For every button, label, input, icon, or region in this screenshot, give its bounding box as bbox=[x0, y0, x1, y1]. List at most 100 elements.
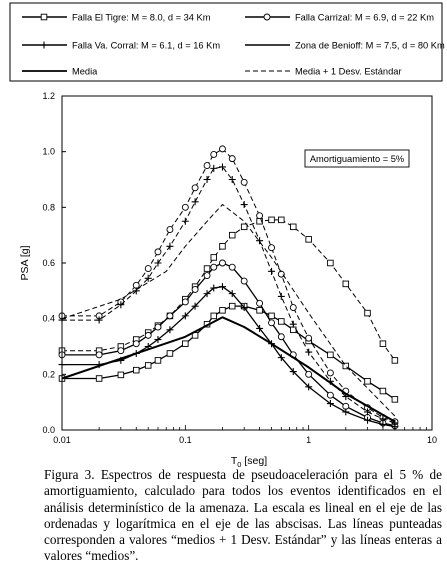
data-point bbox=[154, 357, 162, 364]
data-point bbox=[305, 348, 313, 356]
legend-entry-tigre: Falla El Tigre: M = 8.0, d = 34 Km bbox=[22, 12, 211, 22]
data-point bbox=[218, 283, 226, 291]
series-carrizal-media bbox=[58, 259, 399, 430]
data-point bbox=[277, 270, 285, 278]
data-point bbox=[132, 287, 140, 295]
data-point bbox=[191, 198, 199, 206]
data-point bbox=[379, 387, 387, 395]
series-carrizal-media_desv bbox=[58, 145, 399, 426]
y-tick-label: 1.0 bbox=[42, 147, 55, 157]
series-corral-media_desv bbox=[58, 163, 399, 427]
data-point bbox=[391, 357, 399, 364]
data-point bbox=[166, 350, 174, 357]
y-tick-label: 0.8 bbox=[42, 202, 55, 212]
legend-entry-media: Media bbox=[22, 66, 98, 76]
data-point bbox=[228, 263, 236, 271]
data-point bbox=[364, 309, 371, 317]
data-point bbox=[181, 298, 189, 306]
data-point bbox=[277, 333, 285, 341]
data-point bbox=[228, 176, 236, 183]
data-point bbox=[181, 312, 189, 320]
data-point bbox=[290, 326, 297, 334]
data-point bbox=[326, 369, 334, 377]
legend-marker bbox=[263, 13, 271, 21]
y-tick-label: 0.0 bbox=[42, 425, 55, 435]
data-point bbox=[305, 383, 313, 391]
legend-entry-benioff: Zona de Benioff: M = 7.5, d = 80 Km bbox=[245, 40, 445, 50]
data-point bbox=[277, 354, 285, 362]
data-point bbox=[277, 292, 285, 300]
legend-label: Falla Carrizal: M = 6.9, d = 22 Km bbox=[295, 12, 434, 22]
data-point bbox=[181, 203, 189, 211]
figure-caption: Figura 3. Espectros de respuesta de pseu… bbox=[44, 467, 442, 564]
data-point bbox=[133, 366, 140, 374]
data-point bbox=[240, 223, 248, 231]
data-point bbox=[342, 280, 350, 288]
data-point bbox=[203, 176, 211, 183]
data-point bbox=[210, 284, 218, 292]
legend-box bbox=[9, 2, 443, 82]
legend-entry-media_desv: Media + 1 Desv. Estándar bbox=[245, 66, 402, 76]
legend-entry-corral: Falla Va. Corral: M = 6.1, d = 16 Km bbox=[22, 40, 220, 50]
data-point bbox=[256, 237, 264, 245]
data-point bbox=[144, 362, 152, 369]
data-point bbox=[228, 290, 236, 298]
data-point bbox=[342, 408, 350, 416]
annotation-text: Amortiguamiento = 5% bbox=[310, 154, 404, 164]
data-point bbox=[144, 274, 152, 282]
data-point bbox=[191, 302, 199, 310]
data-point bbox=[154, 336, 162, 344]
plot-frame bbox=[61, 95, 433, 431]
legend-label: Media + 1 Desv. Estándar bbox=[295, 66, 402, 76]
data-point bbox=[203, 290, 211, 298]
data-point bbox=[154, 323, 162, 331]
data-point bbox=[326, 400, 334, 408]
data-point bbox=[240, 277, 248, 285]
data-point bbox=[364, 408, 372, 416]
series-line bbox=[61, 316, 396, 423]
data-point bbox=[166, 226, 174, 234]
series-line bbox=[62, 286, 396, 428]
data-point bbox=[218, 163, 226, 171]
legend-marker bbox=[40, 13, 48, 21]
data-point bbox=[326, 391, 334, 399]
data-point bbox=[268, 267, 276, 275]
data-point bbox=[203, 272, 211, 279]
data-point bbox=[305, 370, 313, 378]
x-axis-label: T0 [seg] bbox=[231, 455, 267, 469]
data-point bbox=[219, 307, 226, 314]
data-point bbox=[182, 340, 189, 347]
annotation-box bbox=[304, 149, 410, 168]
data-point bbox=[256, 299, 264, 307]
data-point bbox=[268, 244, 275, 252]
data-point bbox=[154, 259, 162, 267]
data-point bbox=[364, 416, 372, 424]
data-point bbox=[342, 362, 350, 370]
data-point bbox=[268, 216, 275, 224]
data-point bbox=[144, 331, 152, 339]
data-point bbox=[228, 231, 236, 239]
data-point bbox=[132, 340, 140, 348]
x-tick-label: 0.1 bbox=[179, 435, 192, 445]
data-point bbox=[268, 319, 275, 327]
series-line bbox=[62, 219, 396, 361]
data-point bbox=[210, 263, 218, 271]
data-point bbox=[256, 212, 264, 220]
data-point bbox=[240, 178, 248, 186]
data-point bbox=[95, 375, 103, 382]
data-point bbox=[391, 396, 399, 403]
data-point bbox=[327, 259, 334, 267]
data-point bbox=[289, 320, 297, 328]
data-point bbox=[191, 184, 199, 192]
y-tick-label: 1.2 bbox=[42, 91, 55, 101]
data-point bbox=[117, 347, 125, 355]
data-point bbox=[154, 248, 162, 256]
legend-label: Falla Va. Corral: M = 6.1, d = 16 Km bbox=[72, 40, 220, 50]
data-point bbox=[379, 415, 387, 423]
data-point bbox=[256, 324, 264, 332]
series-line bbox=[62, 262, 396, 427]
data-point bbox=[166, 242, 174, 250]
y-tick-label: 0.4 bbox=[42, 314, 55, 324]
x-tick-label: 10 bbox=[427, 435, 437, 445]
legend-label: Falla El Tigre: M = 8.0, d = 34 Km bbox=[72, 12, 211, 22]
